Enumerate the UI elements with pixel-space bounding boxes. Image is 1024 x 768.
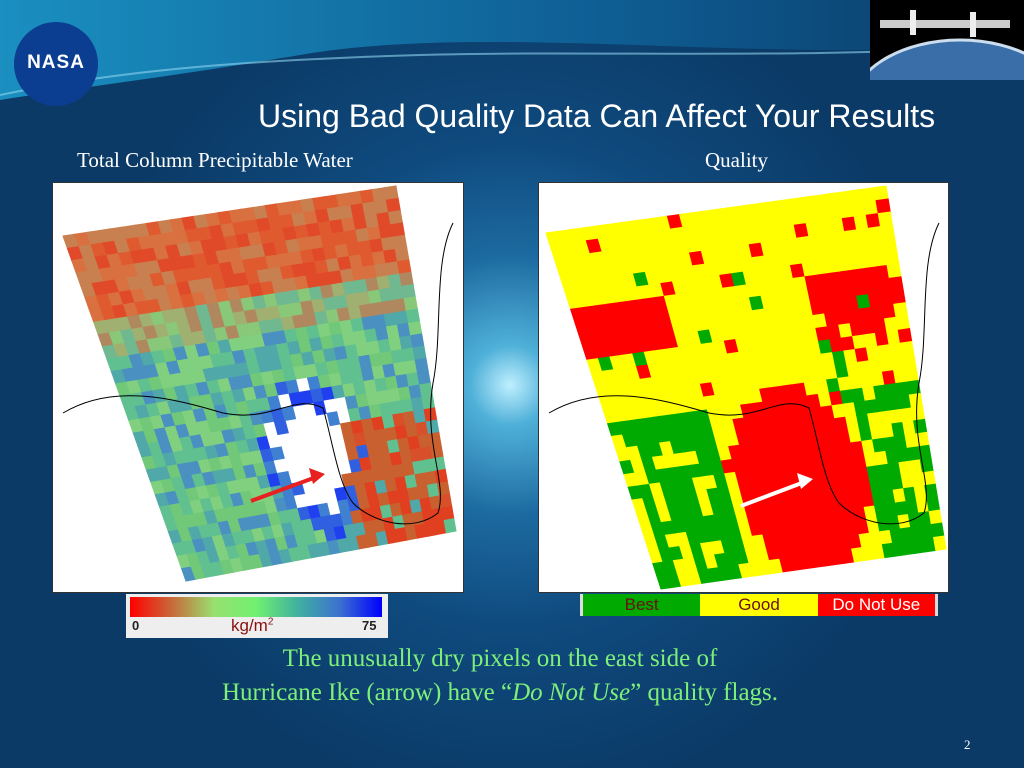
map-pixel bbox=[899, 341, 915, 357]
map-pixel bbox=[886, 263, 902, 279]
map-pixel bbox=[873, 185, 889, 202]
map-pixel bbox=[403, 296, 419, 312]
map-pixel bbox=[414, 357, 429, 374]
colorbar-max: 75 bbox=[362, 618, 377, 633]
map-pixel bbox=[421, 394, 436, 411]
map-pixel bbox=[930, 522, 945, 539]
map-pixel bbox=[888, 276, 904, 292]
map-pixel bbox=[396, 259, 412, 275]
map-pixel bbox=[385, 197, 401, 213]
map-pixel bbox=[904, 366, 919, 383]
map-pixel bbox=[383, 185, 399, 201]
map-pixel bbox=[412, 345, 427, 361]
map-pixel bbox=[434, 468, 449, 485]
arrow-icon bbox=[740, 473, 813, 508]
map-pixel bbox=[910, 405, 926, 422]
map-pixel bbox=[427, 431, 442, 448]
map-pixel bbox=[913, 418, 928, 435]
colorbar: 0 kg/m2 75 bbox=[126, 594, 388, 638]
left-caption: Total Column Precipitable Water bbox=[77, 148, 353, 172]
map-pixel bbox=[443, 518, 457, 534]
coastline bbox=[548, 222, 940, 525]
map-pixel bbox=[902, 353, 917, 370]
legend-good: Good bbox=[700, 594, 818, 616]
map-pixel bbox=[908, 392, 924, 409]
map-pixel bbox=[432, 456, 446, 472]
map-pixel bbox=[392, 234, 408, 250]
map-pixel bbox=[281, 405, 297, 422]
arrow-icon bbox=[250, 468, 325, 503]
map-pixel bbox=[441, 505, 455, 522]
map-pixel bbox=[405, 308, 421, 324]
map-pixel bbox=[933, 535, 947, 551]
colorbar-min: 0 bbox=[132, 618, 140, 633]
slide-title: Using Bad Quality Data Can Affect Your R… bbox=[258, 98, 936, 134]
note-text: ” quality flags. bbox=[630, 679, 779, 706]
map-pixel bbox=[897, 328, 913, 344]
legend-best: Best bbox=[583, 594, 701, 616]
map-pixel bbox=[419, 382, 434, 398]
map-pixel bbox=[926, 496, 941, 513]
map-pixel bbox=[425, 419, 440, 435]
map-pixel bbox=[893, 302, 909, 318]
map-pixel bbox=[928, 509, 943, 526]
map-pixel bbox=[410, 333, 425, 349]
map-pixel bbox=[430, 444, 444, 460]
colorbar-unit-sup: 2 bbox=[267, 616, 274, 628]
coastline bbox=[62, 222, 454, 525]
quality-map bbox=[538, 182, 949, 593]
map-pixel bbox=[439, 493, 453, 509]
map-pixel bbox=[390, 222, 406, 238]
map-pixel bbox=[407, 320, 423, 337]
map-pixel bbox=[877, 211, 894, 228]
note-emphasis: Do Not Use bbox=[512, 679, 631, 706]
map-pixel bbox=[273, 419, 289, 436]
right-caption: Quality bbox=[705, 148, 768, 172]
page-number: 2 bbox=[964, 737, 971, 752]
map-pixel bbox=[875, 198, 891, 215]
note-line-1: The unusually dry pixels on the east sid… bbox=[282, 645, 718, 672]
map-pixel bbox=[879, 224, 896, 241]
map-pixel bbox=[394, 247, 410, 263]
header-wave-banner bbox=[0, 0, 1024, 100]
map-pixel bbox=[895, 315, 911, 331]
map-pixel bbox=[399, 271, 414, 287]
note-line-2: Hurricane Ike (arrow) have “Do Not Use” … bbox=[0, 676, 1000, 710]
map-pixel bbox=[884, 250, 900, 266]
map-pixel bbox=[416, 370, 431, 386]
map-pixel bbox=[401, 284, 416, 300]
map-pixel bbox=[387, 210, 404, 226]
quality-legend: Best Good Do Not Use bbox=[580, 594, 938, 616]
note-text: Hurricane Ike (arrow) have “ bbox=[221, 679, 513, 706]
colorbar-unit: kg/m bbox=[231, 616, 268, 635]
nasa-logo: NASA bbox=[14, 22, 98, 106]
map-pixel bbox=[882, 237, 898, 254]
precipitable-water-map bbox=[52, 182, 464, 593]
colorbar-gradient bbox=[130, 597, 382, 617]
map-pixel bbox=[890, 289, 906, 305]
legend-do-not-use: Do Not Use bbox=[817, 594, 935, 616]
earth-satellites-image bbox=[870, 0, 1024, 80]
caption-note: The unusually dry pixels on the east sid… bbox=[0, 642, 1000, 710]
